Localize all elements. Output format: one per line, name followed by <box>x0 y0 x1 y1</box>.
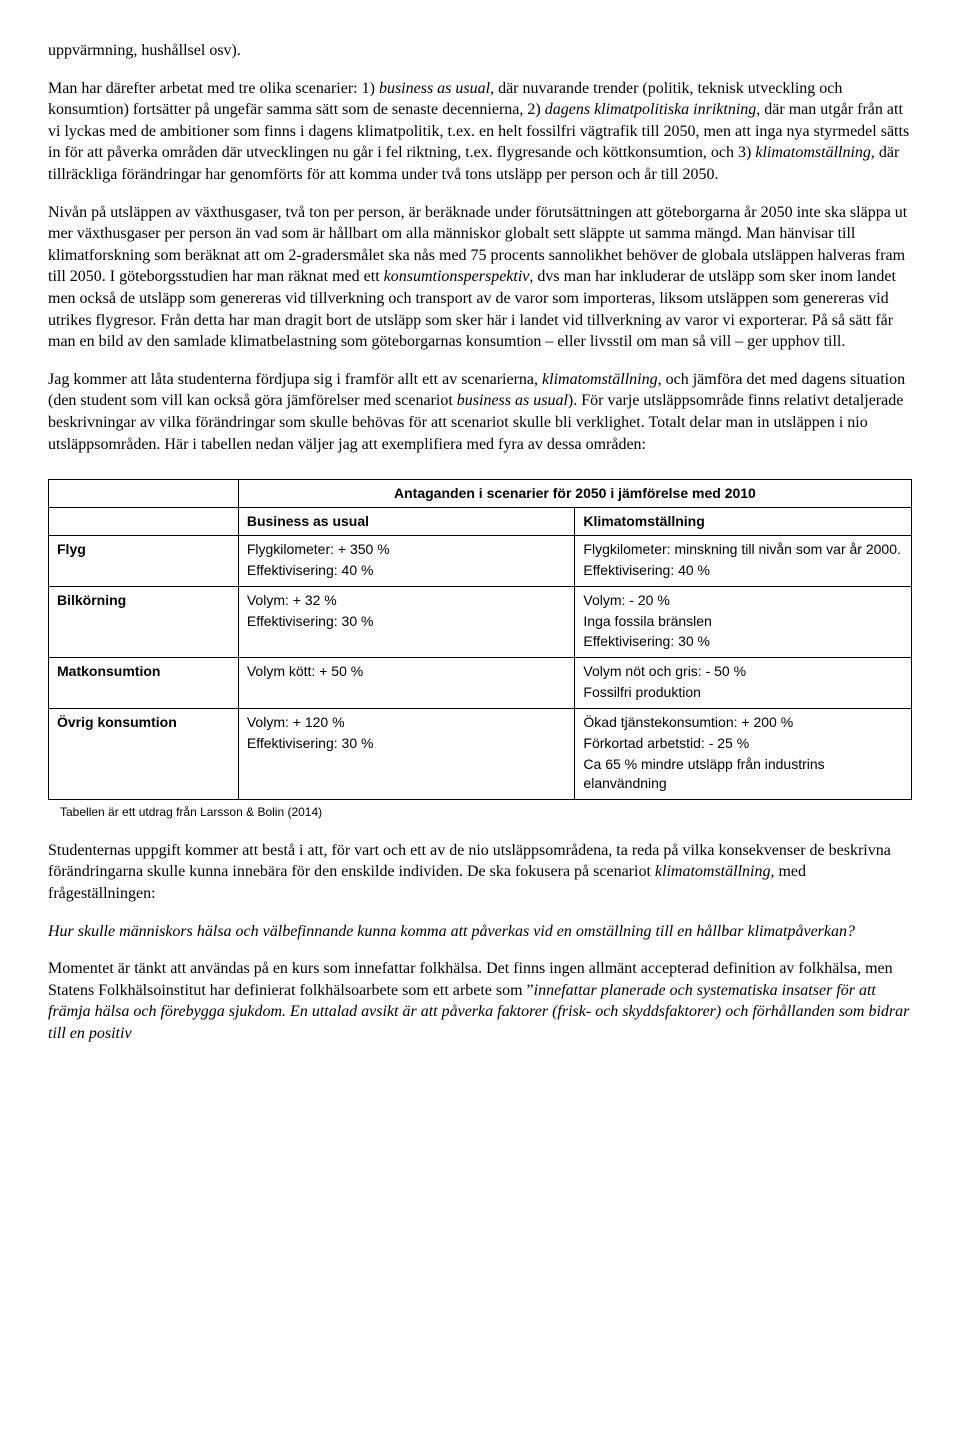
paragraph-student-task: Studenternas uppgift kommer att bestå i … <box>48 840 912 905</box>
row-label-ovrig: Övrig konsumtion <box>49 709 239 800</box>
scenario-business-as-usual: business as usual <box>379 80 490 97</box>
table-row: Bilkörning Volym: + 32 % Effektivisering… <box>49 586 912 658</box>
scenario-ref-business-as-usual: business as usual <box>457 392 568 409</box>
cell-value: Effektivisering: 40 % <box>247 561 567 580</box>
paragraph-student-task-intro: Jag kommer att låta studenterna fördjupa… <box>48 369 912 455</box>
cell-flyg-business: Flygkilometer: + 350 % Effektivisering: … <box>238 535 575 586</box>
scenario-ref-climate-transition: klimatomställning <box>542 371 658 388</box>
paragraph-public-health: Momentet är tänkt att användas på en kur… <box>48 958 912 1044</box>
cell-value: Effektivisering: 40 % <box>583 561 903 580</box>
row-label-bil: Bilkörning <box>49 586 239 658</box>
cell-value: Volym: - 20 % <box>583 591 903 610</box>
text-fragment: Man har därefter arbetat med tre olika s… <box>48 80 379 97</box>
text-fragment: Jag kommer att låta studenterna fördjupa… <box>48 371 542 388</box>
text-fragment: uppvärmning, hushållsel osv). <box>48 42 241 59</box>
table-row: Flyg Flygkilometer: + 350 % Effektiviser… <box>49 535 912 586</box>
col-header-climate: Klimatomställning <box>575 507 912 535</box>
cell-value: Flygkilometer: minskning till nivån som … <box>583 540 903 559</box>
cell-value: Effektivisering: 30 % <box>247 734 567 753</box>
cell-value: Inga fossila bränslen <box>583 612 903 631</box>
cell-value: Volym kött: + 50 % <box>247 662 567 681</box>
paragraph-intro-cont: uppvärmning, hushållsel osv). <box>48 40 912 62</box>
cell-value: Ca 65 % mindre utsläpp från industrins e… <box>583 755 903 793</box>
table-row: Övrig konsumtion Volym: + 120 % Effektiv… <box>49 709 912 800</box>
cell-value: Effektivisering: 30 % <box>583 632 903 651</box>
cell-ovrig-climate: Ökad tjänstekonsumtion: + 200 % Förkorta… <box>575 709 912 800</box>
cell-value: Flygkilometer: + 350 % <box>247 540 567 559</box>
cell-value: Volym: + 120 % <box>247 713 567 732</box>
paragraph-research-question: Hur skulle människors hälsa och välbefin… <box>48 921 912 943</box>
paragraph-scenarios: Man har därefter arbetat med tre olika s… <box>48 78 912 186</box>
cell-value: Volym nöt och gris: - 50 % <box>583 662 903 681</box>
cell-bil-climate: Volym: - 20 % Inga fossila bränslen Effe… <box>575 586 912 658</box>
row-label-flyg: Flyg <box>49 535 239 586</box>
table-empty-header <box>49 507 239 535</box>
cell-mat-climate: Volym nöt och gris: - 50 % Fossilfri pro… <box>575 658 912 709</box>
cell-mat-business: Volym kött: + 50 % <box>238 658 575 709</box>
cell-flyg-climate: Flygkilometer: minskning till nivån som … <box>575 535 912 586</box>
cell-value: Förkortad arbetstid: - 25 % <box>583 734 903 753</box>
paragraph-emissions-level: Nivån på utsläppen av växthusgaser, två … <box>48 202 912 353</box>
cell-value: Volym: + 32 % <box>247 591 567 610</box>
table-row: Matkonsumtion Volym kött: + 50 % Volym n… <box>49 658 912 709</box>
table-title: Antaganden i scenarier för 2050 i jämför… <box>238 480 911 508</box>
scenario-comparison-table: Antaganden i scenarier för 2050 i jämför… <box>48 479 912 800</box>
cell-ovrig-business: Volym: + 120 % Effektivisering: 30 % <box>238 709 575 800</box>
cell-bil-business: Volym: + 32 % Effektivisering: 30 % <box>238 586 575 658</box>
scenario-ref-climate-transition-2: klimatomställning <box>655 863 771 880</box>
table-caption: Tabellen är ett utdrag från Larsson & Bo… <box>60 804 912 820</box>
cell-value: Effektivisering: 30 % <box>247 612 567 631</box>
cell-value: Ökad tjänstekonsumtion: + 200 % <box>583 713 903 732</box>
scenario-climate-transition: klimatomställning <box>755 144 871 161</box>
table-empty-corner <box>49 480 239 508</box>
col-header-business: Business as usual <box>238 507 575 535</box>
scenario-current-policy: dagens klimatpolitiska inriktning <box>545 101 757 118</box>
cell-value: Fossilfri produktion <box>583 683 903 702</box>
row-label-mat: Matkonsumtion <box>49 658 239 709</box>
term-consumption-perspective: konsumtionsperspektiv <box>384 268 530 285</box>
